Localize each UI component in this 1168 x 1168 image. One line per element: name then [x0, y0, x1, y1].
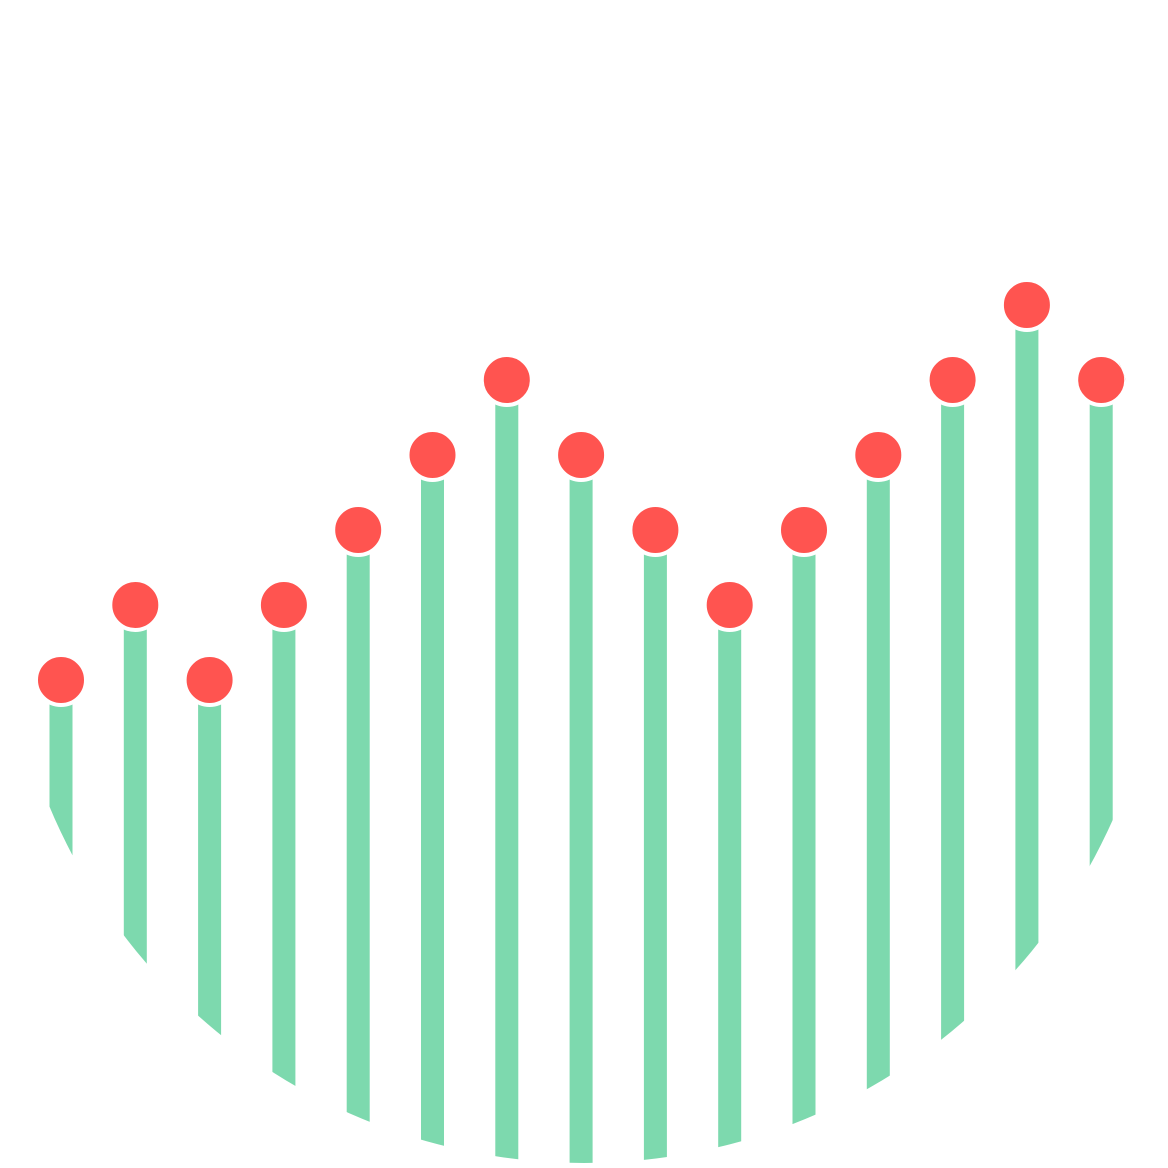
marker — [777, 503, 831, 557]
stem — [49, 680, 73, 1163]
stem — [1015, 305, 1039, 1163]
marker — [851, 428, 906, 482]
marker — [34, 653, 88, 707]
marker — [1074, 353, 1129, 407]
stem — [346, 530, 370, 1163]
stem — [1089, 380, 1113, 1163]
stem — [643, 530, 667, 1163]
stem — [198, 680, 222, 1163]
marker — [628, 503, 683, 557]
stem — [421, 455, 444, 1163]
marker — [256, 578, 311, 632]
stem — [866, 455, 890, 1163]
stem — [123, 605, 147, 1163]
stem — [495, 380, 519, 1163]
marker — [108, 578, 163, 632]
stem — [792, 530, 816, 1163]
marker — [182, 653, 237, 707]
marker — [331, 503, 386, 557]
marker — [405, 428, 460, 482]
marker — [479, 353, 534, 407]
marker — [554, 428, 609, 482]
marker — [702, 578, 757, 632]
stem — [569, 455, 593, 1163]
stem — [272, 605, 296, 1163]
marker — [999, 278, 1054, 332]
stem — [941, 380, 965, 1163]
marker — [925, 353, 980, 407]
plot-area — [34, 278, 1129, 1163]
stem — [718, 605, 742, 1163]
